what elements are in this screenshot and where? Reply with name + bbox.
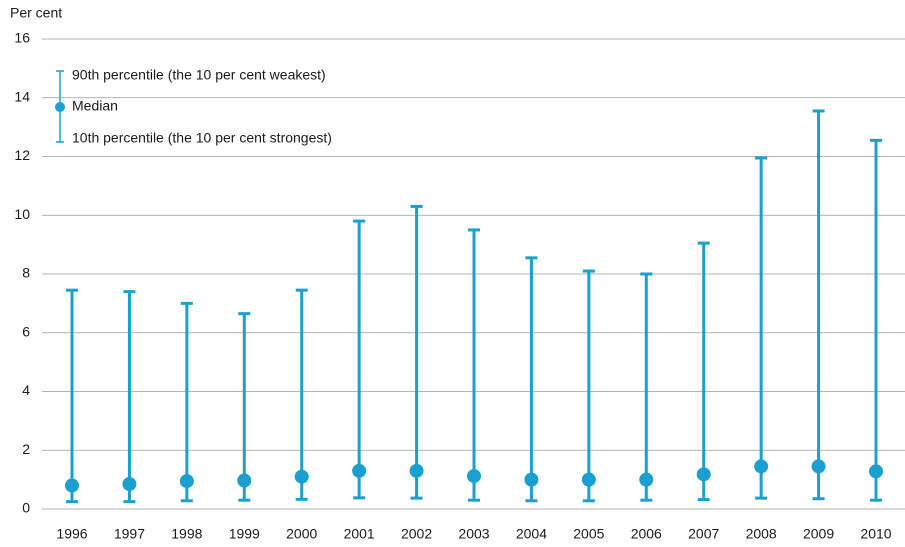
legend-label: 90th percentile (the 10 per cent weakest… [72,67,326,83]
x-tick-label: 2005 [573,526,604,542]
x-tick-label: 2007 [688,526,719,542]
median-dot [696,467,711,482]
x-tick-label: 2000 [286,526,317,542]
x-tick-label: 2001 [344,526,375,542]
y-tick-label: 0 [22,500,30,516]
x-tick-label: 1998 [171,526,202,542]
legend-dot [55,102,65,112]
x-tick-label: 1997 [114,526,145,542]
median-dot [65,478,79,493]
median-dot [639,472,654,487]
legend-label: 10th percentile (the 10 per cent stronge… [72,130,332,146]
y-tick-label: 6 [22,323,30,339]
x-tick-label: 2002 [401,526,432,542]
median-dot [122,477,137,492]
y-tick-label: 14 [14,88,30,104]
y-tick-label: 12 [14,147,30,163]
x-tick-label: 2010 [860,526,891,542]
x-tick-label: 1996 [56,526,87,542]
median-dot [352,463,367,478]
y-tick-label: 10 [14,206,30,222]
median-dot [467,469,481,484]
y-tick-label: 8 [22,265,30,281]
x-tick-label: 2003 [458,526,489,542]
median-dot [524,472,539,487]
x-tick-label: 1999 [229,526,260,542]
y-tick-label: 4 [22,382,30,398]
median-dot [581,472,596,487]
x-tick-label: 2008 [746,526,777,542]
median-dot [811,459,826,474]
median-dot [237,473,252,488]
median-dot [409,463,424,478]
y-tick-label: 16 [14,30,30,46]
y-tick-label: 2 [22,441,30,457]
median-dot [179,474,194,489]
median-dot [869,464,883,479]
legend-label: Median [72,98,118,114]
y-axis-label: Per cent [10,5,62,21]
x-tick-label: 2006 [631,526,662,542]
x-tick-label: 2004 [516,526,547,542]
x-tick-label: 2009 [803,526,834,542]
median-dot [294,469,309,484]
median-dot [754,459,769,474]
